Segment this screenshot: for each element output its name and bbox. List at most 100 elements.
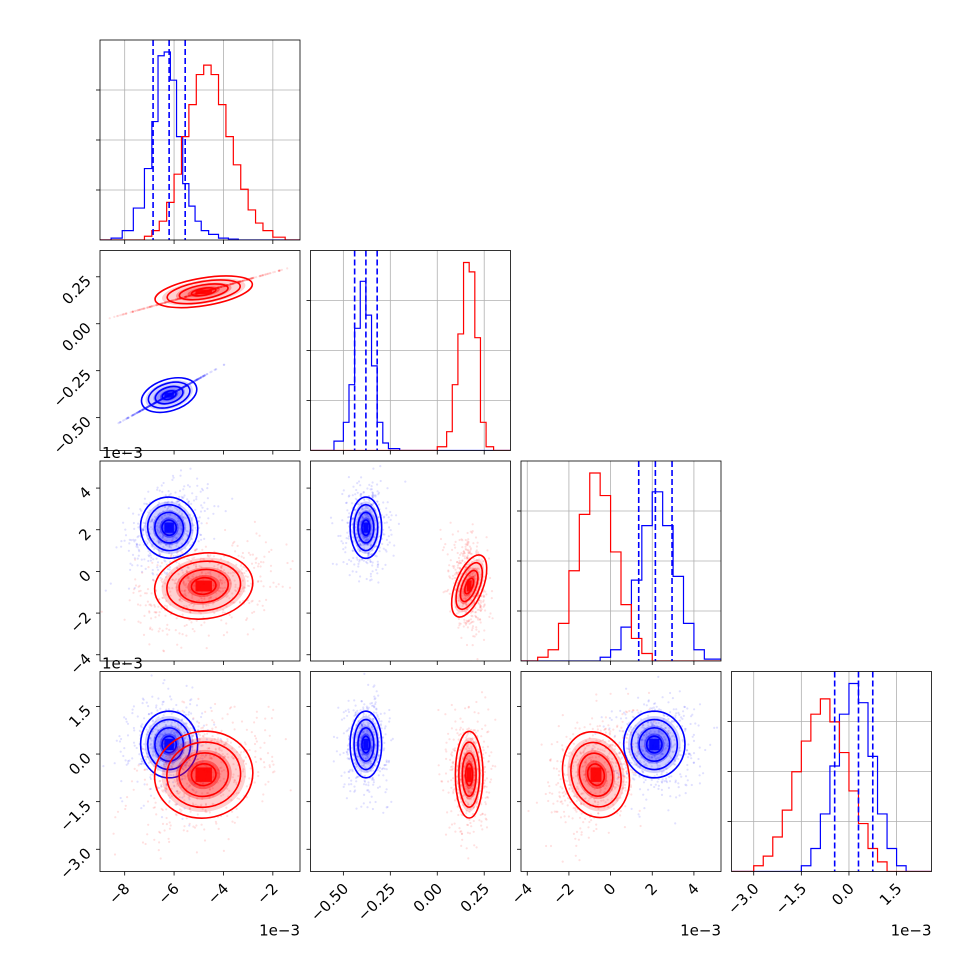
scatter-point-series_a xyxy=(376,564,379,567)
scatter-point-series_a xyxy=(374,697,377,700)
scatter-point-series_a xyxy=(364,505,368,508)
scatter-point-series_a xyxy=(359,544,362,547)
scatter-point-series_b xyxy=(183,799,186,802)
scatter-point-series_b xyxy=(163,301,166,304)
scatter-point-series_a xyxy=(361,516,364,520)
scatter-point-series_b xyxy=(192,563,195,566)
scatter-point-series_b xyxy=(456,573,459,576)
scatter-point-series_b xyxy=(216,772,220,775)
scatter-point-series_a xyxy=(138,753,141,756)
scatter-point-series_a xyxy=(145,758,148,761)
scatter-point-series_b xyxy=(452,574,455,577)
scatter-point-series_b xyxy=(238,570,241,573)
scatter-point-series_b xyxy=(184,295,187,298)
scatter-point-series_a xyxy=(148,726,151,729)
scatter-point-series_b xyxy=(216,567,219,570)
scatter-point-series_b xyxy=(151,578,155,582)
scatter-point-series_a xyxy=(161,490,164,493)
scatter-point-series_a xyxy=(364,757,367,760)
scatter-point-series_a xyxy=(377,717,380,721)
scatter-point-series_b xyxy=(150,305,153,308)
scatter-point-series_b xyxy=(211,802,214,805)
scatter-point-series_b xyxy=(183,296,186,299)
scatter-point-series_b xyxy=(222,777,225,780)
scatter-point-series_b xyxy=(462,550,465,553)
scatter-point-series_a xyxy=(190,531,194,534)
scatter-point-series_a xyxy=(140,760,143,763)
scatter-point-series_b xyxy=(150,305,153,308)
scatter-point-series_b xyxy=(201,734,204,738)
scatter-point-series_b xyxy=(226,738,229,741)
scatter-point-series_a xyxy=(174,733,177,736)
scatter-point-series_b xyxy=(176,298,179,301)
scatter-point-series_a xyxy=(170,501,173,504)
scatter-point-series_b xyxy=(215,592,218,595)
scatter-point-series_a xyxy=(210,370,213,373)
scatter-point-series_b xyxy=(215,822,218,825)
scatter-point-series_a xyxy=(347,770,350,774)
density-peak-series_b xyxy=(466,580,472,592)
scatter-point-series_b xyxy=(271,760,274,763)
scatter-point-series_a xyxy=(371,564,374,567)
scatter-point-series_a xyxy=(370,524,373,527)
scatter-point-series_b xyxy=(488,615,491,619)
scatter-point-series_a xyxy=(383,747,386,750)
panel-1-1 xyxy=(306,250,511,455)
scatter-point-series_b xyxy=(190,577,193,581)
scatter-point-series_a xyxy=(168,543,171,546)
scatter-point-series_a xyxy=(176,508,179,512)
scatter-point-series_b xyxy=(228,579,231,582)
scatter-point-series_b xyxy=(191,802,194,805)
scatter-point-series_a xyxy=(191,516,194,520)
scatter-point-series_a xyxy=(136,557,139,560)
scatter-point-series_b xyxy=(172,299,175,302)
scatter-point-series_a xyxy=(164,560,167,563)
y-offset-label: 1e−3 xyxy=(102,444,143,462)
scatter-point-series_b xyxy=(469,552,472,556)
scatter-point-series_b xyxy=(233,705,236,708)
scatter-point-series_a xyxy=(152,573,155,576)
scatter-point-series_b xyxy=(205,723,208,727)
scatter-point-series_a xyxy=(134,538,137,542)
scatter-point-series_b xyxy=(474,611,478,614)
scatter-point-series_b xyxy=(475,626,478,629)
scatter-point-series_b xyxy=(224,528,227,532)
scatter-point-series_b xyxy=(189,722,192,726)
scatter-point-series_b xyxy=(177,578,180,581)
scatter-point-series_a xyxy=(370,746,373,749)
scatter-point-series_b xyxy=(466,542,469,545)
scatter-point-series_b xyxy=(192,825,195,828)
scatter-point-series_b xyxy=(262,585,265,588)
scatter-point-series_b xyxy=(184,775,187,778)
scatter-point-series_b xyxy=(183,774,186,777)
scatter-point-series_a xyxy=(373,545,376,548)
scatter-point-series_a xyxy=(378,720,381,723)
scatter-point-series_a xyxy=(355,522,358,526)
scatter-point-series_a xyxy=(159,398,162,401)
scatter-point-series_a xyxy=(162,763,165,767)
scatter-point-series_a xyxy=(157,531,161,534)
scatter-point-series_b xyxy=(132,788,135,791)
scatter-point-series_b xyxy=(148,611,151,614)
scatter-point-series_a xyxy=(162,734,165,738)
scatter-point-series_a xyxy=(142,408,145,411)
scatter-point-series_a xyxy=(153,402,156,405)
scatter-point-series_a xyxy=(385,538,388,542)
scatter-point-series_a xyxy=(120,737,123,741)
scatter-point-series_a xyxy=(155,706,158,709)
scatter-point-series_a xyxy=(148,555,151,558)
scatter-point-series_b xyxy=(166,754,169,757)
scatter-point-series_a xyxy=(173,528,176,531)
scatter-point-series_b xyxy=(145,306,149,309)
scatter-point-series_b xyxy=(157,849,160,852)
scatter-point-series_b xyxy=(228,283,231,286)
scatter-point-series_b xyxy=(484,609,487,612)
scatter-point-series_b xyxy=(170,555,173,558)
scatter-point-series_b xyxy=(272,708,275,712)
scatter-point-series_a xyxy=(137,411,140,414)
scatter-point-series_b xyxy=(219,773,222,776)
scatter-point-series_a xyxy=(213,537,216,540)
scatter-point-series_b xyxy=(456,564,459,567)
scatter-point-series_b xyxy=(132,591,135,594)
scatter-point-series_a xyxy=(135,542,138,546)
